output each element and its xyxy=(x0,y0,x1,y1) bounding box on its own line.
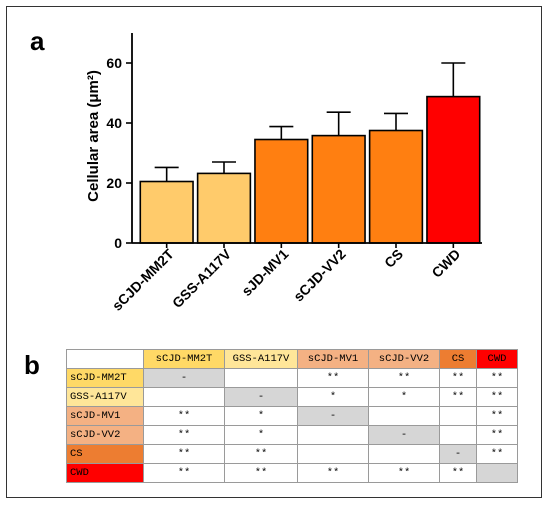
table-row-header: GSS-A117V xyxy=(66,387,144,407)
x-tick-label: CS xyxy=(381,246,406,271)
table-cell: ** xyxy=(143,463,225,483)
table-column-header: CS xyxy=(439,349,477,369)
table-cell: ** xyxy=(476,444,518,464)
table-column-header: sCJD-MM2T xyxy=(143,349,225,369)
table-row: CWD ** ** ** ** ** xyxy=(66,463,518,483)
figure-frame xyxy=(6,6,542,498)
table-cell: * xyxy=(368,387,440,407)
table-cell: - xyxy=(143,368,225,388)
table-cell: ** xyxy=(368,463,440,483)
table-cell xyxy=(143,387,225,407)
table-cell: ** xyxy=(368,368,440,388)
y-tick-label: 40 xyxy=(106,115,122,131)
bar xyxy=(254,138,309,244)
table-column-header: sCJD-VV2 xyxy=(368,349,440,369)
table-row: sCJD-VV2 ** * - ** xyxy=(66,425,518,445)
table-row: sCJD-MV1 ** * - ** xyxy=(66,406,518,426)
table-header-row: sCJD-MM2T GSS-A117V sCJD-MV1 sCJD-VV2 CS CWD xyxy=(66,349,518,369)
table-cell xyxy=(297,425,369,445)
table-cell xyxy=(368,444,440,464)
bar xyxy=(311,134,366,244)
table-cell: ** xyxy=(476,406,518,426)
y-tick-label: 60 xyxy=(106,55,122,71)
table-cell: ** xyxy=(297,463,369,483)
table-cell: * xyxy=(224,425,298,445)
table-row-header: CS xyxy=(66,444,144,464)
table-corner-cell xyxy=(66,349,144,369)
table-cell xyxy=(224,368,298,388)
table-row-header: CWD xyxy=(66,463,144,483)
table-row-header: sCJD-VV2 xyxy=(66,425,144,445)
table-cell: - xyxy=(224,387,298,407)
panel-label-a: a xyxy=(30,26,45,56)
table-column-header: CWD xyxy=(476,349,518,369)
bar xyxy=(196,172,252,244)
x-tick-label: CWD xyxy=(428,246,463,281)
table-row-header: sCJD-MV1 xyxy=(66,406,144,426)
x-tick-label: GSS-A117V xyxy=(169,245,235,311)
table-row: CS ** ** - ** xyxy=(66,444,518,464)
table-cell: ** xyxy=(476,368,518,388)
table-cell: - xyxy=(439,444,477,464)
bar xyxy=(368,129,424,244)
table-cell: ** xyxy=(143,425,225,445)
table-cell: ** xyxy=(143,406,225,426)
table-cell xyxy=(439,406,477,426)
table-cell: ** xyxy=(297,368,369,388)
table-row: sCJD-MM2T - ** ** ** ** xyxy=(66,368,518,388)
bar xyxy=(139,180,194,244)
table-row: GSS-A117V - * * ** ** xyxy=(66,387,518,407)
table-cell: - xyxy=(368,425,440,445)
significance-table: sCJD-MM2T GSS-A117V sCJD-MV1 sCJD-VV2 CS CWD s… xyxy=(66,349,518,483)
table-cell: * xyxy=(297,387,369,407)
table-cell: ** xyxy=(143,444,225,464)
table-cell: ** xyxy=(224,463,298,483)
table-cell: ** xyxy=(439,463,477,483)
bar xyxy=(426,95,481,244)
x-tick-label: sCJD-MM2T xyxy=(109,245,177,313)
table-cell: ** xyxy=(439,368,477,388)
table-cell xyxy=(476,463,518,483)
table-column-header: GSS-A117V xyxy=(224,349,298,369)
table-cell: ** xyxy=(476,425,518,445)
table-cell xyxy=(368,406,440,426)
panel-label-b: b xyxy=(24,350,40,380)
table-row-header: sCJD-MM2T xyxy=(66,368,144,388)
x-tick-label: sJD-MV1 xyxy=(238,246,291,299)
table-cell xyxy=(439,425,477,445)
y-tick-label: 0 xyxy=(114,235,122,251)
y-tick-label: 20 xyxy=(106,175,122,191)
table-cell: - xyxy=(297,406,369,426)
table-cell xyxy=(297,444,369,464)
table-cell: ** xyxy=(224,444,298,464)
table-cell: ** xyxy=(476,387,518,407)
table-cell: ** xyxy=(439,387,477,407)
x-tick-label: sCJD-VV2 xyxy=(290,246,349,305)
y-axis-label: Cellular area (μm²) xyxy=(85,70,102,202)
table-column-header: sCJD-MV1 xyxy=(297,349,369,369)
table-cell: * xyxy=(224,406,298,426)
